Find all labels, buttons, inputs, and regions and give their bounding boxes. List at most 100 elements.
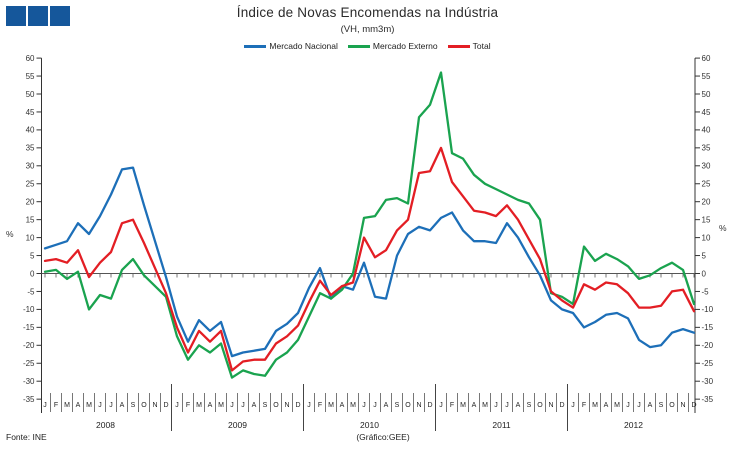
y-tick-label-right: -10: [702, 305, 714, 314]
x-month-label: N: [680, 402, 685, 409]
x-month-label: M: [218, 402, 224, 409]
y-tick-label-right: 10: [702, 233, 711, 242]
y-tick-label-left: 50: [26, 90, 35, 99]
chart-subtitle: (VH, mm3m): [340, 24, 395, 35]
x-month-label: J: [98, 402, 102, 409]
x-month-label: O: [273, 402, 279, 409]
x-month-label: F: [582, 402, 586, 409]
x-month-label: J: [230, 402, 234, 409]
legend-line-icon: [347, 44, 370, 48]
y-tick-label-left: -15: [23, 323, 35, 332]
x-month-label: D: [295, 402, 300, 409]
x-month-label: A: [472, 402, 477, 409]
x-month-label: J: [373, 402, 377, 409]
y-tick-label-right: 25: [702, 180, 711, 189]
x-month-label: J: [43, 402, 47, 409]
x-month-label: N: [548, 402, 553, 409]
x-month-label: N: [416, 402, 421, 409]
x-month-label: M: [592, 402, 598, 409]
y-tick-label-left: -25: [23, 359, 35, 368]
x-month-label: J: [307, 402, 311, 409]
x-month-label: J: [637, 402, 641, 409]
legend-label: Mercado Externo: [372, 41, 438, 51]
source-text: Fonte: INE: [6, 432, 47, 442]
logo-square-icon: [6, 6, 26, 26]
y-tick-label-right: -15: [702, 323, 714, 332]
y-tick-label-left: 15: [26, 215, 35, 224]
y-tick-label-left: 20: [26, 198, 35, 207]
logo: [6, 6, 70, 26]
x-month-label: M: [86, 402, 92, 409]
x-month-label: N: [284, 402, 289, 409]
x-month-label: M: [196, 402, 202, 409]
y-tick-label-right: 15: [702, 215, 711, 224]
y-tick-label-right: -20: [702, 341, 714, 350]
y-tick-label-right: 45: [702, 108, 711, 117]
x-month-label: M: [482, 402, 488, 409]
chart-legend: Mercado Nacional Mercado Externo Total: [0, 41, 735, 51]
x-month-label: D: [559, 402, 564, 409]
y-tick-label-left: 45: [26, 108, 35, 117]
y-tick-label-right: 0: [702, 269, 707, 278]
x-month-label: J: [241, 402, 245, 409]
x-month-label: M: [614, 402, 620, 409]
x-month-label: S: [395, 402, 400, 409]
y-tick-label-right: -35: [702, 395, 714, 404]
y-axis-unit-right: %: [719, 223, 727, 233]
x-month-label: F: [186, 402, 190, 409]
y-tick-label-left: 40: [26, 126, 35, 135]
x-year-label: 2012: [624, 420, 643, 430]
x-month-label: M: [460, 402, 466, 409]
x-year-label: 2011: [492, 420, 511, 430]
x-month-label: N: [152, 402, 157, 409]
y-tick-label-right: 5: [702, 251, 707, 260]
x-month-label: S: [527, 402, 532, 409]
legend-item-mercado-nacional: Mercado Nacional: [244, 41, 338, 51]
x-month-label: D: [691, 402, 696, 409]
x-month-label: F: [318, 402, 322, 409]
x-year-label: 2009: [228, 420, 247, 430]
x-month-label: A: [604, 402, 609, 409]
x-month-label: J: [626, 402, 630, 409]
y-tick-label-right: 30: [702, 162, 711, 171]
legend-line-icon: [447, 44, 470, 48]
x-month-label: J: [362, 402, 366, 409]
x-month-label: F: [54, 402, 58, 409]
x-month-label: A: [120, 402, 125, 409]
y-tick-label-left: 25: [26, 180, 35, 189]
x-year-label: 2010: [360, 420, 379, 430]
chart-title: Índice de Novas Encomendas na Indústria: [236, 5, 499, 20]
x-month-label: D: [163, 402, 168, 409]
x-month-label: J: [439, 402, 443, 409]
x-month-label: S: [263, 402, 268, 409]
y-axis-unit-left: %: [6, 229, 14, 239]
legend-label: Total: [472, 41, 491, 51]
y-tick-label-left: 60: [26, 54, 35, 63]
x-month-label: F: [450, 402, 454, 409]
y-tick-label-left: 0: [30, 269, 35, 278]
legend-item-total: Total: [447, 41, 491, 51]
x-month-label: A: [76, 402, 81, 409]
y-tick-label-left: -35: [23, 395, 35, 404]
y-tick-label-left: 5: [30, 251, 35, 260]
x-month-label: J: [109, 402, 113, 409]
y-tick-label-right: 40: [702, 126, 711, 135]
x-year-label: 2008: [96, 420, 115, 430]
series-line-mercado-externo: [43, 71, 696, 379]
x-month-label: O: [405, 402, 411, 409]
x-month-label: A: [516, 402, 521, 409]
logo-square-icon: [28, 6, 48, 26]
x-month-label: O: [669, 402, 675, 409]
legend-line-icon: [244, 44, 267, 48]
series-line-mercado-nacional: [43, 166, 696, 358]
series-line-total: [43, 146, 696, 372]
x-month-label: M: [64, 402, 70, 409]
y-tick-label-left: 55: [26, 72, 35, 81]
y-tick-label-right: 35: [702, 144, 711, 153]
x-month-label: A: [252, 402, 257, 409]
y-tick-label-right: 60: [702, 54, 711, 63]
legend-label: Mercado Nacional: [269, 41, 338, 51]
y-tick-label-right: -5: [702, 287, 710, 296]
x-month-label: M: [328, 402, 334, 409]
